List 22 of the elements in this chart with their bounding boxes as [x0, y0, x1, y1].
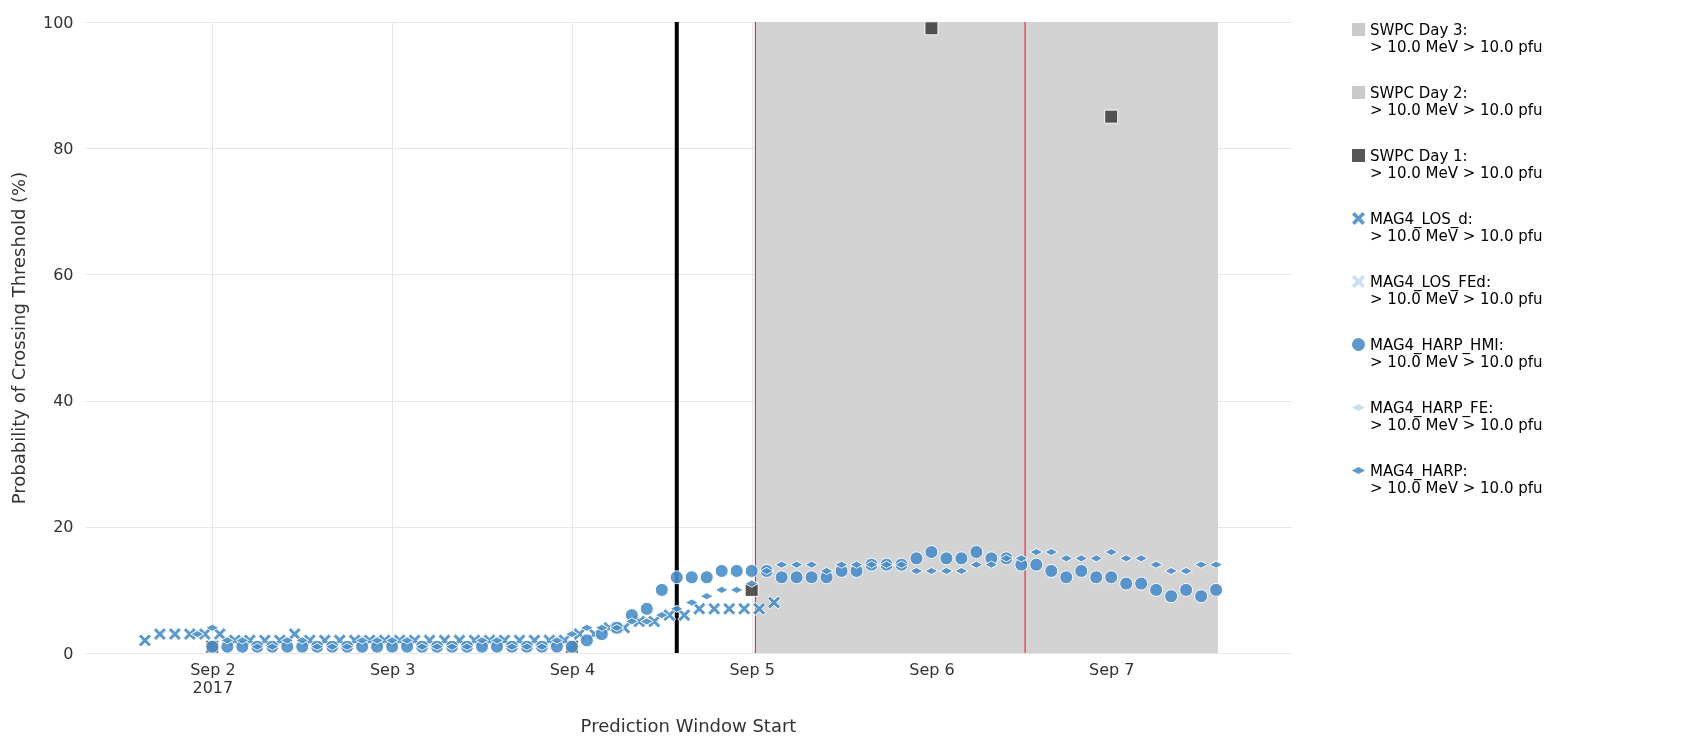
y-tick-label: 80	[53, 138, 74, 158]
x-tick-label: Sep 2 2017	[190, 659, 236, 697]
y-tick-label: 100	[42, 12, 74, 32]
y-tick-label: 0	[63, 643, 74, 663]
x-axis-title: Prediction Window Start	[580, 714, 797, 736]
y-tick-label: 60	[53, 264, 74, 284]
x-tick-label: Sep 6	[909, 659, 955, 679]
y-axis-title: Probability of Crossing Threshold (%)	[7, 171, 29, 505]
x-tick-label: Sep 7	[1089, 659, 1135, 679]
legend-label: MAG4_HARP_FE: > 10.0 MeV > 10.0 pfu	[1370, 398, 1543, 434]
legend-label: SWPC Day 1: > 10.0 MeV > 10.0 pfu	[1370, 146, 1543, 182]
y-tick-label: 40	[53, 391, 74, 411]
legend-label: SWPC Day 3: > 10.0 MeV > 10.0 pfu	[1370, 20, 1543, 56]
x-tick-label: Sep 5	[729, 659, 775, 679]
x-tick-label: Sep 4	[549, 659, 596, 679]
x-tick-label: Sep 3	[369, 659, 416, 679]
legend-label: MAG4_HARP: > 10.0 MeV > 10.0 pfu	[1370, 461, 1543, 497]
y-tick-label: 20	[53, 517, 74, 537]
legend-label: SWPC Day 2: > 10.0 MeV > 10.0 pfu	[1370, 83, 1543, 119]
legend-label: MAG4_LOS_d: > 10.0 MeV > 10.0 pfu	[1370, 209, 1543, 245]
legend-label: MAG4_LOS_FEd: > 10.0 MeV > 10.0 pfu	[1370, 272, 1543, 308]
legend-label: MAG4_HARP_HMI: > 10.0 MeV > 10.0 pfu	[1370, 335, 1543, 371]
